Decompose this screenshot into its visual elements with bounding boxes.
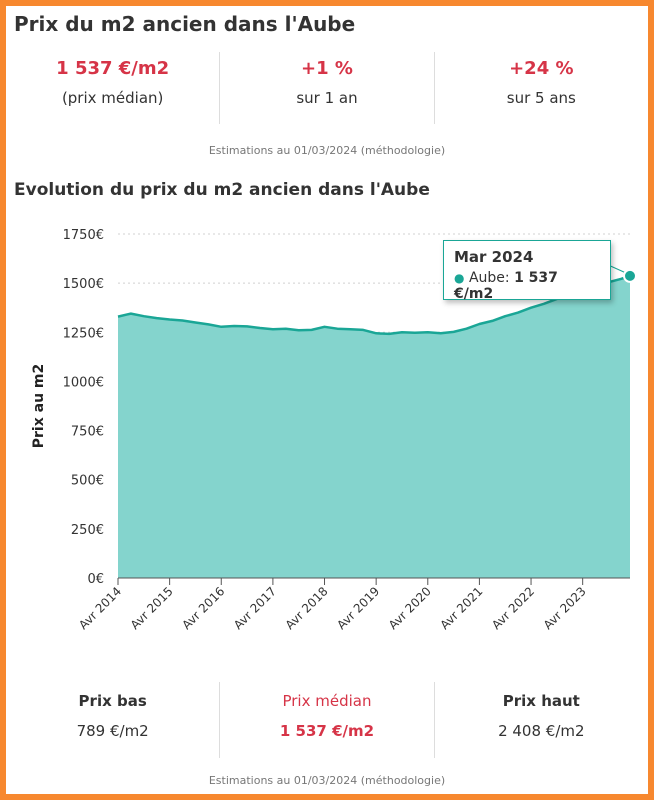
stat-value: +1 %: [301, 58, 353, 79]
x-tick-label: Avr 2017: [231, 584, 279, 632]
stat-1-year-change: +1 % sur 1 an: [219, 52, 433, 124]
x-tick-label: Avr 2016: [179, 584, 227, 632]
stat-value: 1 537 €/m2: [279, 722, 375, 740]
stat-label: (prix médian): [61, 89, 164, 107]
tooltip-series-name: Aube:: [468, 270, 510, 286]
y-tick-label: 500€: [71, 474, 104, 489]
highlighted-point-mar-2024: [623, 268, 637, 283]
chart-tooltip: Mar 2024 ● Aube: 1 537 €/m2: [443, 240, 611, 302]
price-range-stats: Prix bas 789 €/m2 Prix médian 1 537 €/m2…: [6, 682, 648, 758]
y-tick-label: 1500€: [63, 277, 104, 292]
series-dot-icon: ●: [454, 271, 465, 285]
tooltip-row: ● Aube: 1 537 €/m2: [454, 270, 600, 302]
x-tick-label: Avr 2015: [128, 584, 176, 632]
y-tick-label: 1750€: [63, 228, 104, 243]
x-tick-label: Avr 2018: [283, 584, 331, 632]
stat-label: sur 1 an: [296, 89, 358, 107]
page-title: Prix du m2 ancien dans l'Aube: [14, 12, 356, 36]
stat-low-price: Prix bas 789 €/m2: [6, 682, 219, 758]
stat-value: 1 537 €/m2: [56, 58, 170, 79]
x-tick-label: Avr 2021: [438, 584, 486, 632]
chart-title: Evolution du prix du m2 ancien dans l'Au…: [14, 180, 430, 200]
y-tick-label: 250€: [71, 523, 104, 538]
x-tick-label: Avr 2014: [76, 584, 124, 632]
y-tick-label: 1250€: [63, 326, 104, 341]
stat-value: +24 %: [509, 58, 574, 79]
stat-label: sur 5 ans: [506, 89, 576, 107]
estimation-note-top[interactable]: Estimations au 01/03/2024 (méthodologie): [208, 144, 446, 157]
x-tick-label: Avr 2019: [334, 584, 382, 632]
stat-value: 2 408 €/m2: [498, 722, 585, 740]
stat-5-year-change: +24 % sur 5 ans: [433, 52, 648, 124]
y-tick-label: 0€: [87, 572, 104, 587]
stat-median-price-bottom: Prix médian 1 537 €/m2: [219, 682, 433, 758]
x-tick-label: Avr 2023: [541, 584, 589, 632]
x-tick-label: Avr 2020: [386, 584, 434, 632]
stat-high-price: Prix haut 2 408 €/m2: [433, 682, 648, 758]
stat-label: Prix bas: [78, 692, 147, 710]
y-axis-label: Prix au m2: [31, 364, 47, 449]
price-evolution-chart[interactable]: 0€ 250€ 500€ 750€ 1000€ 1250€ 1500€ 1750€ Prix a…: [6, 214, 648, 664]
stat-median-price: 1 537 €/m2 (prix médian): [6, 52, 219, 124]
series-line-aube: [117, 274, 631, 336]
series-area-aube: [118, 275, 630, 578]
estimation-note-bottom[interactable]: Estimations au 01/03/2024 (méthodologie): [208, 774, 446, 787]
summary-stats: 1 537 €/m2 (prix médian) +1 % sur 1 an +…: [6, 52, 648, 124]
stat-label: Prix haut: [502, 692, 580, 710]
tooltip-title: Mar 2024: [454, 248, 534, 266]
x-tick-label: Avr 2022: [489, 584, 537, 632]
stat-label: Prix médian: [282, 692, 372, 710]
tooltip-value: 1 537 €/m2: [454, 270, 558, 302]
y-tick-label: 1000€: [63, 375, 104, 390]
stat-value: 789 €/m2: [76, 722, 149, 740]
y-tick-label: 750€: [71, 425, 104, 440]
